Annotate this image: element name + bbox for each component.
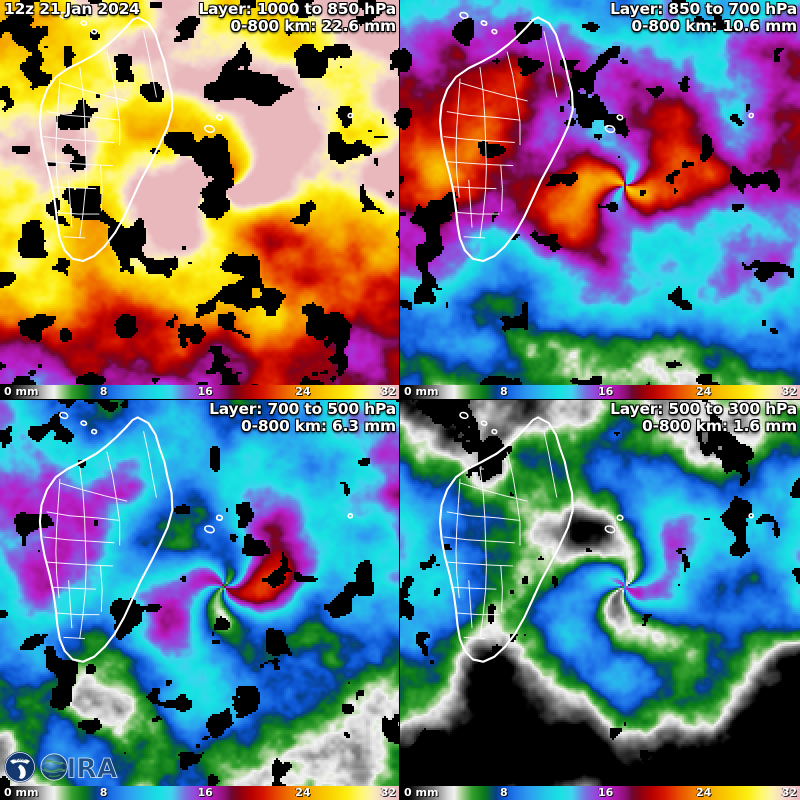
svg-text:NOAA: NOAA (14, 758, 26, 762)
colorbar-tick-32: 32 (380, 786, 396, 799)
value-label: 0-800 km: 1.6 mm (642, 417, 797, 435)
map-image-top-left[interactable] (0, 0, 399, 385)
layer-label: Layer: 500 to 300 hPa (610, 400, 797, 418)
colorbar-tick-0: 0 mm (404, 385, 439, 398)
panel-header-top-left: Layer: 1000 to 850 hPa 0-800 km: 22.6 mm (199, 1, 397, 35)
layer-label: Layer: 700 to 500 hPa (209, 400, 396, 418)
colorbar-tick-8: 8 (500, 786, 508, 799)
colorbar-tick-32: 32 (781, 786, 797, 799)
colorbar-gradient (0, 786, 399, 800)
colorbar-bottom-left[interactable]: 0 mm 8 16 24 32 (0, 786, 399, 800)
layer-label: Layer: 1000 to 850 hPa (198, 0, 397, 18)
panel-header-bottom-right: Layer: 500 to 300 hPa 0-800 km: 1.6 mm (610, 401, 797, 435)
attribution-logos: NOAA IRA (4, 750, 156, 784)
panel-top-right[interactable]: Layer: 850 to 700 hPa 0-800 km: 10.6 mm … (400, 0, 800, 399)
colorbar-tick-24: 24 (295, 786, 311, 799)
map-image-bottom-left[interactable] (0, 400, 399, 786)
timestamp-label: 12z 21 Jan 2024 (4, 0, 140, 18)
panel-divider-horizontal (0, 399, 800, 400)
map-image-top-right[interactable] (400, 0, 800, 385)
colorbar-tick-8: 8 (99, 385, 108, 398)
panel-divider-vertical-bottom (399, 400, 400, 800)
colorbar-tick-32: 32 (380, 385, 396, 398)
panel-divider-vertical-top (399, 0, 400, 399)
colorbar-gradient (0, 385, 399, 399)
colorbar-top-right[interactable]: 0 mm 8 16 24 32 (400, 385, 800, 399)
colorbar-tick-0: 0 mm (4, 786, 39, 799)
colorbar-gradient (400, 385, 800, 399)
colorbar-tick-24: 24 (696, 786, 712, 799)
precipitable-water-field-bottom-left (0, 400, 399, 786)
colorbar-tick-0: 0 mm (4, 385, 39, 398)
colorbar-tick-0: 0 mm (404, 786, 439, 799)
colorbar-tick-8: 8 (99, 786, 108, 799)
value-label: 0-800 km: 22.6 mm (230, 17, 396, 35)
precipitable-water-field-top-left (0, 0, 399, 385)
colorbar-tick-16: 16 (598, 385, 614, 398)
colorbar-top-left[interactable]: 0 mm 8 16 24 32 (0, 385, 399, 399)
value-label: 0-800 km: 6.3 mm (241, 417, 396, 435)
panel-bottom-right[interactable]: Layer: 500 to 300 hPa 0-800 km: 1.6 mm 0… (400, 400, 800, 800)
value-label: 0-800 km: 10.6 mm (631, 17, 797, 35)
precipitable-water-field-bottom-right (400, 400, 800, 786)
precipitable-water-field-top-right (400, 0, 800, 385)
cira-logo-icon: IRA (40, 753, 118, 782)
colorbar-gradient (400, 786, 800, 800)
colorbar-bottom-right[interactable]: 0 mm 8 16 24 32 (400, 786, 800, 800)
colorbar-tick-16: 16 (197, 786, 213, 799)
map-image-bottom-right[interactable] (400, 400, 800, 786)
colorbar-tick-32: 32 (781, 385, 797, 398)
panel-top-left[interactable]: 12z 21 Jan 2024 Layer: 1000 to 850 hPa 0… (0, 0, 399, 399)
colorbar-tick-16: 16 (197, 385, 213, 398)
svg-text:IRA: IRA (66, 754, 117, 782)
panel-header-top-right: Layer: 850 to 700 hPa 0-800 km: 10.6 mm (610, 1, 797, 35)
noaa-logo-icon: NOAA (4, 751, 36, 783)
layer-label: Layer: 850 to 700 hPa (610, 0, 797, 18)
colorbar-tick-24: 24 (295, 385, 311, 398)
panel-header-bottom-left: Layer: 700 to 500 hPa 0-800 km: 6.3 mm (209, 401, 396, 435)
panel-bottom-left[interactable]: Layer: 700 to 500 hPa 0-800 km: 6.3 mm N… (0, 400, 399, 800)
colorbar-tick-8: 8 (500, 385, 508, 398)
colorbar-tick-24: 24 (696, 385, 712, 398)
colorbar-tick-16: 16 (598, 786, 614, 799)
